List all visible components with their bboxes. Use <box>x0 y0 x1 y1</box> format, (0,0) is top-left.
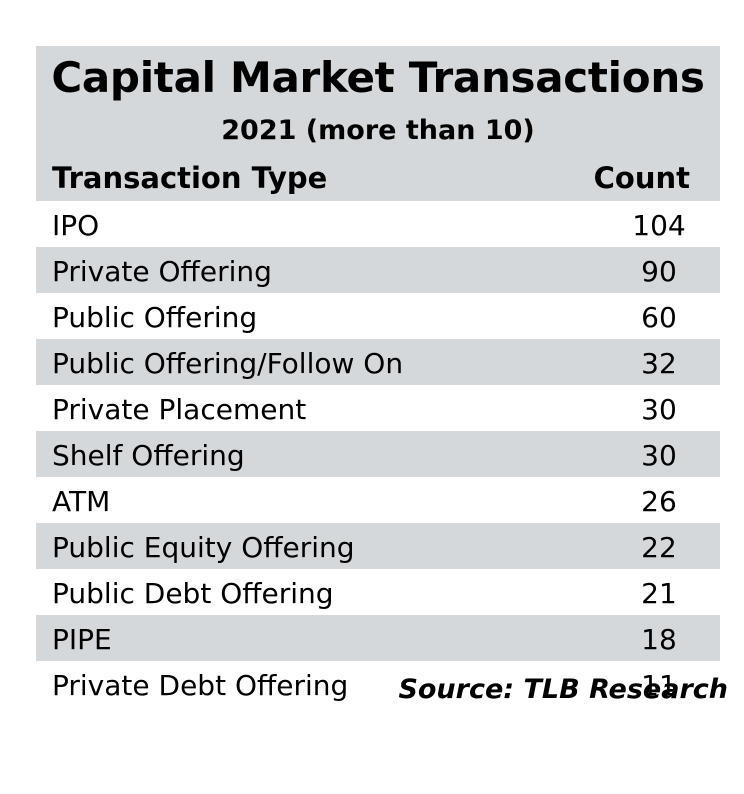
column-header-transaction-type: Transaction Type <box>52 161 328 195</box>
table-title: Capital Market Transactions <box>51 53 705 102</box>
transaction-type-cell: Private Debt Offering <box>52 669 349 702</box>
table-row: Private Placement 30 <box>36 385 720 431</box>
count-cell: 21 <box>641 577 677 610</box>
transaction-type-cell: Shelf Offering <box>52 439 245 472</box>
table-row: Private Offering 90 <box>36 247 720 293</box>
transaction-type-cell: Public Debt Offering <box>52 577 334 610</box>
table-figure: Capital Market Transactions 2021 (more t… <box>36 46 720 707</box>
table-row: Public Offering/Follow On 32 <box>36 339 720 385</box>
table-header-band: Capital Market Transactions 2021 (more t… <box>36 46 720 201</box>
column-header-count: Count <box>593 161 690 195</box>
transaction-type-cell: PIPE <box>52 623 112 656</box>
transaction-type-cell: Public Offering <box>52 301 258 334</box>
count-cell: 104 <box>632 209 686 242</box>
count-cell: 60 <box>641 301 677 334</box>
table-row: ATM 26 <box>36 477 720 523</box>
count-cell: 32 <box>641 347 677 380</box>
table-row: PIPE 18 <box>36 615 720 661</box>
transaction-type-cell: Public Offering/Follow On <box>52 347 404 380</box>
table-row: Public Equity Offering 22 <box>36 523 720 569</box>
table-row: Shelf Offering 30 <box>36 431 720 477</box>
count-cell: 11 <box>641 669 677 702</box>
table-row: Public Debt Offering 21 <box>36 569 720 615</box>
count-cell: 30 <box>641 439 677 472</box>
count-cell: 18 <box>641 623 677 656</box>
table-row: Public Offering 60 <box>36 293 720 339</box>
count-cell: 26 <box>641 485 677 518</box>
transaction-type-cell: ATM <box>52 485 111 518</box>
count-cell: 30 <box>641 393 677 426</box>
table-subtitle: 2021 (more than 10) <box>221 115 535 146</box>
table-row: Private Debt Offering 11 <box>36 661 720 707</box>
transaction-type-cell: IPO <box>52 209 100 242</box>
transaction-type-cell: Private Placement <box>52 393 307 426</box>
transaction-type-cell: Public Equity Offering <box>52 531 355 564</box>
table-body: IPO 104 Private Offering 90 Public Offering 6… <box>36 201 720 707</box>
source-note: Source: TLB Research <box>398 674 728 705</box>
transaction-type-cell: Private Offering <box>52 255 272 288</box>
table-row: IPO 104 <box>36 201 720 247</box>
count-cell: 90 <box>641 255 677 288</box>
count-cell: 22 <box>641 531 677 564</box>
